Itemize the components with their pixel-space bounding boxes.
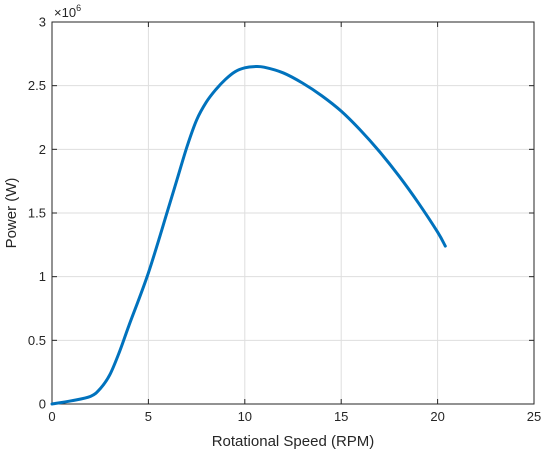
x-tick-label: 15: [334, 409, 348, 424]
x-tick-label: 20: [430, 409, 444, 424]
y-multiplier-exponent: 6: [76, 3, 81, 13]
x-tick-label: 5: [145, 409, 152, 424]
y-tick-label: 1.5: [28, 206, 46, 221]
ticks: 0 5 10 15 20 25 0 0.5 1 1.5 2 2.5 3: [28, 15, 541, 425]
y-tick-label: 1: [39, 269, 46, 284]
y-axis-label: Power (W): [3, 178, 20, 249]
x-tick-label: 0: [48, 409, 55, 424]
y-tick-label: 2.5: [28, 78, 46, 93]
series-line: [50, 64, 447, 406]
y-tick-label: 3: [39, 15, 46, 30]
y-tick-label: 0.5: [28, 333, 46, 348]
x-axis-label: Rotational Speed (RPM): [212, 433, 375, 450]
y-multiplier-base: ×10: [54, 5, 76, 20]
series-layer: [50, 64, 447, 406]
y-axis-multiplier: ×106: [54, 3, 81, 20]
y-tick-label: 2: [39, 142, 46, 157]
x-tick-label: 10: [238, 409, 252, 424]
x-tick-label: 25: [527, 409, 541, 424]
y-tick-label: 0: [39, 397, 46, 412]
